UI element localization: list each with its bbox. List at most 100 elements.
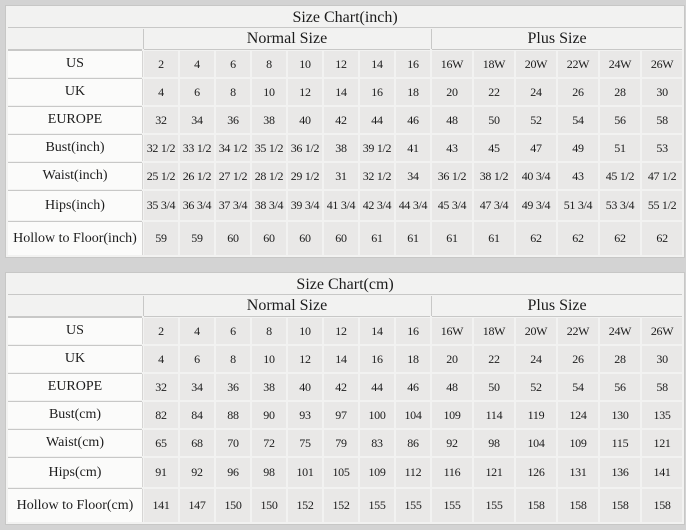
size-cell: 152	[288, 489, 322, 522]
size-cell: 105	[324, 458, 358, 487]
size-cell: 22W	[558, 51, 598, 77]
size-cell: 30	[642, 346, 683, 372]
size-cell: 34	[396, 163, 430, 189]
size-cell: 39 3/4	[288, 191, 322, 220]
size-cell: 4	[180, 51, 214, 77]
size-cell: 58	[642, 107, 683, 133]
size-cell: 53	[642, 135, 683, 161]
size-cell: 48	[432, 374, 472, 400]
size-cell: 46	[396, 374, 430, 400]
size-cell: 131	[558, 458, 598, 487]
size-cell: 12	[324, 51, 358, 77]
size-cell: 150	[216, 489, 250, 522]
table-row: Hollow to Floor(cm) 141 147 150 150 152 152 155…	[8, 489, 683, 522]
size-cell: 101	[288, 458, 322, 487]
size-cell: 10	[252, 346, 286, 372]
size-cell: 109	[558, 430, 598, 456]
size-cell: 130	[600, 402, 640, 428]
size-cell: 34 1/2	[216, 135, 250, 161]
size-cell: 48	[432, 107, 472, 133]
size-cell: 54	[558, 374, 598, 400]
size-cell: 14	[360, 318, 394, 344]
size-cell: 14	[324, 346, 358, 372]
size-cell: 61	[396, 222, 430, 255]
size-cell: 38 1/2	[474, 163, 514, 189]
size-cell: 18	[396, 346, 430, 372]
size-cell: 14	[324, 79, 358, 105]
table-row: Hips(inch) 35 3/4 36 3/4 37 3/4 38 3/4 39 3/4…	[8, 191, 683, 220]
size-cell: 24	[516, 79, 556, 105]
size-cell: 104	[396, 402, 430, 428]
table-row: Hips(cm) 91 92 96 98 101 105 109 112 116 121 126 131…	[8, 458, 683, 487]
size-cell: 43	[432, 135, 472, 161]
size-cell: 93	[288, 402, 322, 428]
size-cell: 147	[180, 489, 214, 522]
size-cell: 42 3/4	[360, 191, 394, 220]
size-cell: 124	[558, 402, 598, 428]
size-cell: 6	[216, 51, 250, 77]
size-cell: 26W	[642, 51, 683, 77]
size-cell: 155	[396, 489, 430, 522]
size-cell: 10	[288, 318, 322, 344]
size-cell: 115	[600, 430, 640, 456]
size-cell: 18W	[474, 318, 514, 344]
table-title: Size Chart(cm)	[8, 275, 682, 294]
size-cell: 26	[558, 79, 598, 105]
row-label: EUROPE	[8, 374, 142, 400]
size-cell: 96	[216, 458, 250, 487]
size-cell: 62	[642, 222, 683, 255]
size-cell: 90	[252, 402, 286, 428]
corner-spacer	[8, 296, 142, 316]
row-label: US	[8, 51, 142, 77]
size-cell: 36	[216, 374, 250, 400]
size-cell: 36	[216, 107, 250, 133]
size-cell: 24W	[600, 318, 640, 344]
size-cell: 27 1/2	[216, 163, 250, 189]
size-cell: 60	[216, 222, 250, 255]
size-cell: 49	[558, 135, 598, 161]
size-cell: 8	[216, 346, 250, 372]
size-cell: 60	[252, 222, 286, 255]
size-cell: 47 1/2	[642, 163, 683, 189]
table-row: UK 4 6 8 10 12 14 16 18 20 22 24 26 28 30	[8, 79, 683, 105]
size-cell: 97	[324, 402, 358, 428]
size-cell: 10	[252, 79, 286, 105]
size-cell: 61	[432, 222, 472, 255]
size-cell: 114	[474, 402, 514, 428]
size-cell: 29 1/2	[288, 163, 322, 189]
row-label: Bust(inch)	[8, 135, 142, 161]
size-cell: 119	[516, 402, 556, 428]
size-cell: 35 3/4	[144, 191, 178, 220]
size-cell: 141	[144, 489, 178, 522]
size-cell: 38 3/4	[252, 191, 286, 220]
size-cell: 62	[558, 222, 598, 255]
size-chart-inch-table: Size Chart(inch) Normal Size Plus Size US 2 4…	[5, 5, 686, 258]
size-cell: 70	[216, 430, 250, 456]
table-row: Hollow to Floor(inch) 59 59 60 60 60 60 61 61 61 6…	[8, 222, 683, 255]
size-cell: 59	[180, 222, 214, 255]
size-cell: 20	[432, 79, 472, 105]
size-cell: 88	[216, 402, 250, 428]
table-row: Waist(cm) 65 68 70 72 75 79 83 86 92 98 104 109 115 12…	[8, 430, 683, 456]
size-cell: 8	[252, 51, 286, 77]
size-cell: 56	[600, 374, 640, 400]
size-cell: 86	[396, 430, 430, 456]
row-label: Waist(cm)	[8, 430, 142, 456]
size-cell: 32 1/2	[360, 163, 394, 189]
size-cell: 16W	[432, 51, 472, 77]
size-cell: 47	[516, 135, 556, 161]
size-cell: 155	[432, 489, 472, 522]
table-title: Size Chart(inch)	[8, 8, 682, 27]
size-cell: 92	[180, 458, 214, 487]
size-cell: 12	[288, 346, 322, 372]
size-cell: 126	[516, 458, 556, 487]
size-cell: 42	[324, 107, 358, 133]
size-cell: 60	[324, 222, 358, 255]
size-cell: 158	[558, 489, 598, 522]
size-cell: 30	[642, 79, 683, 105]
row-label: Hollow to Floor(inch)	[8, 222, 142, 255]
size-cell: 4	[144, 346, 178, 372]
size-cell: 155	[360, 489, 394, 522]
size-cell: 104	[516, 430, 556, 456]
